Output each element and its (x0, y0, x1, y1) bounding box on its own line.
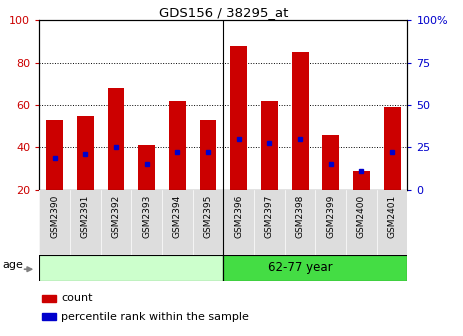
Bar (39, 190, 70, 255)
Bar (131, 190, 162, 255)
Text: GSM2390: GSM2390 (50, 195, 59, 239)
Bar (162, 190, 193, 255)
Bar (384, 107, 400, 190)
Bar (292, 52, 308, 190)
Bar (315, 190, 346, 255)
Bar (193, 190, 223, 255)
Text: GSM2397: GSM2397 (265, 195, 274, 239)
Text: GSM2392: GSM2392 (112, 195, 120, 238)
Bar (107, 88, 125, 190)
Bar (322, 135, 339, 190)
Title: GDS156 / 38295_at: GDS156 / 38295_at (159, 6, 288, 19)
Bar (169, 101, 186, 190)
Bar (254, 190, 285, 255)
Text: GSM2396: GSM2396 (234, 195, 243, 239)
Bar (138, 145, 155, 190)
Text: GSM2400: GSM2400 (357, 195, 366, 238)
Text: GSM2399: GSM2399 (326, 195, 335, 239)
Bar (224, 190, 254, 255)
Bar (230, 46, 247, 190)
Text: GSM2391: GSM2391 (81, 195, 90, 239)
Bar (200, 120, 217, 190)
Bar (346, 190, 377, 255)
Text: GSM2395: GSM2395 (204, 195, 213, 239)
Text: age: age (2, 260, 23, 270)
Bar (42, 295, 56, 302)
Bar (77, 116, 94, 190)
Bar (101, 190, 131, 255)
Text: percentile rank within the sample: percentile rank within the sample (61, 311, 249, 322)
Bar (42, 313, 56, 320)
Text: count: count (61, 293, 93, 303)
Text: GSM2401: GSM2401 (388, 195, 397, 238)
Text: GSM2394: GSM2394 (173, 195, 182, 238)
Bar (285, 190, 315, 255)
Text: GSM2398: GSM2398 (295, 195, 305, 239)
Bar (377, 190, 407, 255)
Bar (70, 190, 101, 255)
Text: 62-77 year: 62-77 year (268, 261, 332, 275)
Bar (39, 255, 223, 281)
Bar (353, 171, 370, 190)
Bar (46, 120, 63, 190)
Bar (261, 101, 278, 190)
Text: GSM2393: GSM2393 (142, 195, 151, 239)
Bar (224, 255, 407, 281)
